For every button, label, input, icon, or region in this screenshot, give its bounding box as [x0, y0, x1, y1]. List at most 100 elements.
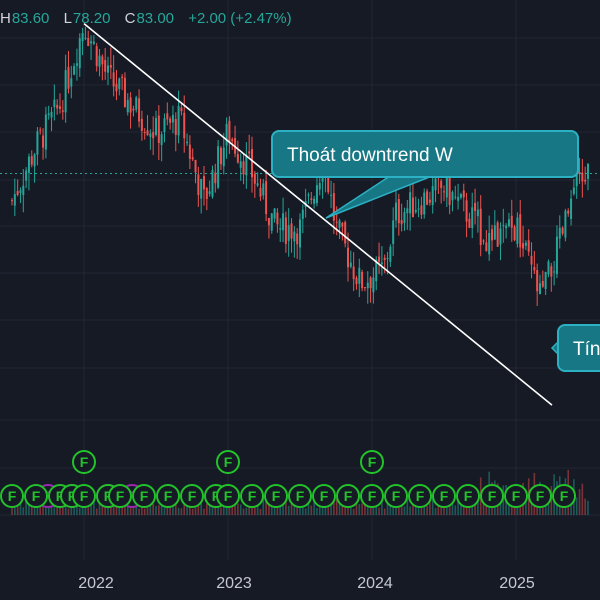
- event-marker-label: F: [416, 488, 425, 504]
- volume-bar: [174, 498, 177, 515]
- candle-body: [59, 106, 61, 109]
- volume-bar: [22, 507, 25, 515]
- volume-bar: [93, 496, 95, 515]
- volume-bar: [333, 496, 335, 515]
- candle-body: [406, 208, 409, 214]
- event-marker-label: F: [224, 454, 233, 470]
- candle-body: [426, 191, 429, 205]
- candle-body: [251, 149, 253, 178]
- candle-body: [417, 208, 420, 210]
- candle-body: [81, 33, 84, 42]
- event-marker-label: F: [296, 488, 305, 504]
- candle-body: [366, 282, 369, 289]
- event-marker: [360, 484, 384, 508]
- callout-exit-downtrend[interactable]: Thoát downtrend W: [271, 130, 579, 178]
- volume-bar: [335, 499, 338, 515]
- candle-body: [313, 198, 316, 204]
- candle-body: [245, 154, 248, 176]
- volume-bar: [183, 500, 186, 515]
- candle-body: [171, 115, 174, 123]
- volume-bar: [352, 508, 355, 515]
- event-marker: [240, 484, 264, 508]
- candle-body: [92, 41, 95, 44]
- candle-body: [191, 157, 194, 160]
- event-marker-label: F: [320, 488, 329, 504]
- volume-bar: [172, 503, 174, 515]
- candle-body: [465, 200, 468, 222]
- volume-bar: [268, 496, 270, 515]
- candle-body: [380, 262, 383, 265]
- volume-bar: [16, 502, 19, 515]
- candle-body: [98, 55, 101, 67]
- candle-body: [482, 240, 485, 242]
- volume-bar: [11, 502, 13, 515]
- volume-bar: [53, 500, 56, 515]
- volume-bar: [28, 502, 30, 515]
- candle-body: [73, 66, 76, 75]
- volume-bar: [310, 505, 313, 515]
- volume-bar: [395, 501, 397, 515]
- volume-bar: [177, 507, 180, 515]
- volume-bar: [412, 502, 414, 515]
- candle-body: [149, 133, 152, 137]
- candle-body: [578, 171, 581, 175]
- volume-bar: [237, 503, 239, 515]
- candle-body: [140, 118, 143, 131]
- event-marker: [504, 484, 528, 508]
- event-marker: [384, 484, 408, 508]
- volume-bar: [158, 505, 160, 515]
- candle-body: [420, 205, 423, 215]
- volume-bar: [477, 497, 479, 515]
- candle-body: [349, 262, 352, 267]
- event-markers: FFFFFFFFFFFFFFFFFFFFFFFFFFFFFFFFF: [0, 450, 576, 508]
- candle-body: [70, 78, 73, 87]
- volume-bar: [81, 507, 84, 515]
- candle-body: [219, 148, 222, 165]
- volume-bar: [426, 506, 428, 515]
- candle-body: [485, 242, 488, 252]
- candle-body: [570, 198, 573, 219]
- candle-body: [200, 178, 203, 199]
- candle-body: [541, 281, 544, 287]
- event-marker-label: F: [464, 488, 473, 504]
- candle-body: [564, 210, 567, 238]
- volume-bar: [414, 504, 417, 515]
- volume-bar: [327, 500, 330, 515]
- volume-bar: [180, 508, 183, 515]
- volume-bar: [211, 504, 214, 515]
- ohlc-readout: H83.60 L78.20 C83.00 +2.00 (+2.47%): [0, 10, 302, 27]
- volume-bar: [330, 496, 332, 515]
- candle-body: [428, 199, 431, 203]
- volume-bar: [191, 508, 194, 515]
- volume-bar: [84, 503, 87, 515]
- volume-bar: [429, 502, 431, 515]
- candle-body: [90, 41, 93, 44]
- x-tick-label: 2023: [216, 575, 252, 592]
- candle-body: [231, 139, 234, 142]
- candle-body: [166, 113, 169, 120]
- volume-bar: [126, 499, 129, 515]
- volume-bar: [361, 503, 363, 515]
- candle-body: [519, 214, 522, 248]
- candle-body: [160, 134, 163, 145]
- volume-bar: [234, 498, 236, 515]
- volume-bar: [231, 503, 234, 515]
- volume-bar: [285, 498, 287, 515]
- callout-signal[interactable]: Tín: [557, 324, 600, 372]
- candle-body: [400, 220, 403, 225]
- candle-body: [248, 151, 251, 154]
- volume-bar: [203, 508, 205, 515]
- candle-body: [403, 212, 406, 223]
- candle-body: [104, 59, 107, 72]
- candle-body: [11, 200, 13, 202]
- downtrend-line[interactable]: [83, 23, 553, 406]
- volume-bar: [14, 503, 16, 515]
- candle-body: [479, 208, 482, 245]
- candle-body: [121, 76, 124, 79]
- candle-body: [443, 191, 445, 193]
- candle-body: [115, 83, 118, 92]
- volume-bar: [132, 503, 135, 515]
- volume-bar: [112, 499, 115, 515]
- candle-body: [397, 199, 400, 224]
